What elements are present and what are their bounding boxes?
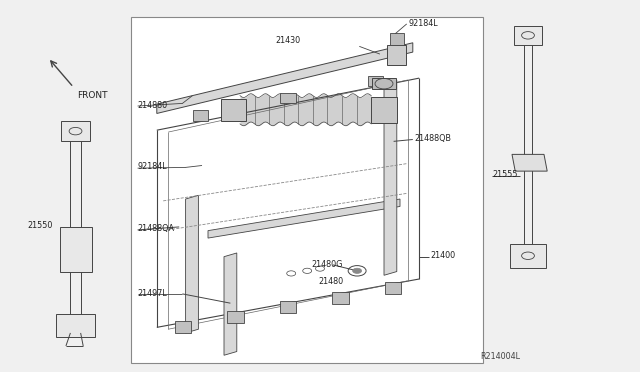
Polygon shape	[512, 154, 547, 171]
Text: 21550: 21550	[27, 221, 52, 230]
Bar	[61, 121, 90, 141]
Bar	[221, 99, 246, 121]
Bar	[227, 311, 244, 323]
Polygon shape	[186, 195, 198, 333]
Bar	[372, 78, 396, 89]
Text: 92184L: 92184L	[408, 19, 438, 28]
Bar	[280, 93, 296, 103]
Text: R214004L: R214004L	[480, 352, 520, 360]
Bar	[332, 292, 349, 304]
Polygon shape	[208, 199, 400, 238]
Text: 21480G: 21480G	[312, 260, 343, 269]
Text: 21555: 21555	[493, 170, 518, 179]
Text: 21488QA: 21488QA	[138, 224, 175, 233]
Bar	[385, 282, 401, 294]
Text: 21400: 21400	[430, 251, 455, 260]
Bar	[56, 314, 95, 337]
Bar	[390, 33, 404, 45]
Bar	[131, 17, 483, 363]
Bar	[387, 45, 406, 65]
Text: 21488QB: 21488QB	[415, 134, 452, 143]
Text: 92184L: 92184L	[138, 162, 167, 171]
Bar	[371, 97, 397, 123]
Text: 21497L: 21497L	[138, 289, 167, 298]
Text: 214880: 214880	[138, 101, 168, 110]
Bar	[60, 227, 92, 272]
Polygon shape	[384, 80, 397, 275]
Circle shape	[353, 268, 362, 273]
Text: 21480: 21480	[318, 278, 343, 286]
Text: 21430: 21430	[275, 36, 300, 45]
Polygon shape	[224, 253, 237, 355]
Bar	[193, 110, 208, 121]
Bar	[175, 321, 191, 333]
Bar	[510, 244, 546, 268]
Text: FRONT: FRONT	[77, 91, 108, 100]
Bar	[280, 301, 296, 313]
Polygon shape	[157, 43, 413, 113]
Bar	[514, 26, 542, 45]
Bar	[368, 76, 383, 86]
